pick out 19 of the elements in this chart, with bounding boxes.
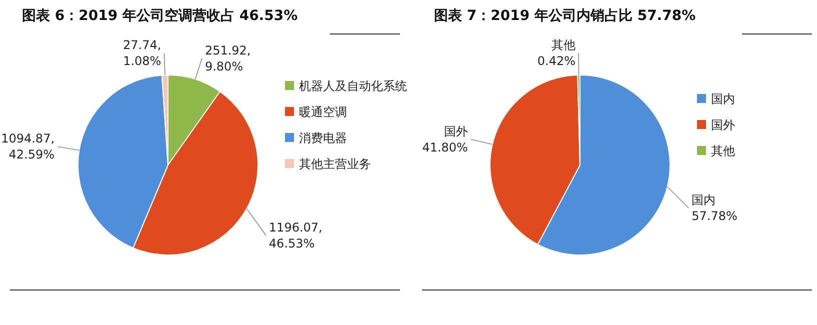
data-label: 1196.07, 46.53% — [268, 220, 322, 250]
data-label: 0.42% — [537, 54, 576, 68]
legend-label: 消费电器 — [299, 131, 347, 145]
chart-title: 图表 6：2019 年公司空调营收占 46.53% — [22, 7, 298, 24]
data-label: 41.80% — [422, 140, 468, 154]
slice-label: 国外 — [444, 124, 468, 138]
legend-label: 其他 — [711, 144, 735, 158]
legend-label: 暖通空调 — [299, 105, 347, 119]
data-label: 1094.87, 42.59% — [1, 132, 55, 162]
slice-label: 其他 — [552, 38, 576, 52]
data-label: 251.92, 9.80% — [204, 43, 251, 74]
slice-label: 国内 — [692, 193, 716, 208]
data-label: 57.78% — [692, 209, 738, 224]
chart-title: 图表 7：2019 年公司内销占比 57.78% — [434, 8, 696, 24]
legend-label: 其他主营业务 — [299, 157, 371, 171]
legend-label: 国外 — [711, 118, 735, 132]
legend-label: 机器人及自动化系统 — [299, 79, 407, 93]
legend-label: 国内 — [711, 92, 735, 106]
data-label: 27.74, 1.08% — [123, 38, 162, 68]
